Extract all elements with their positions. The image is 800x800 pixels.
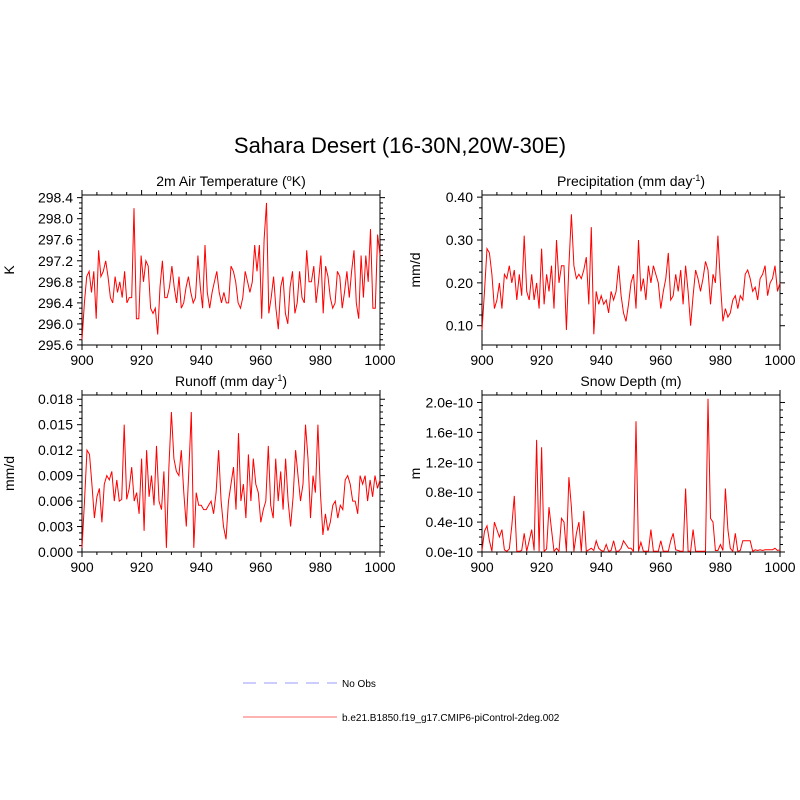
legend-label-model: b.e21.B1850.f19_g17.CMIP6-piControl-2deg… xyxy=(342,713,560,724)
x-tick-label: 940 xyxy=(590,352,614,368)
x-tick-label: 940 xyxy=(190,352,214,368)
x-tick-label: 900 xyxy=(70,559,94,575)
x-tick-label: 1000 xyxy=(364,352,395,368)
y-tick-label: 297.2 xyxy=(38,253,73,269)
y-tick-label: 0.000 xyxy=(38,544,73,560)
series-line-1 xyxy=(81,202,381,340)
y-tick-label: 0.8e-10 xyxy=(426,484,474,500)
y-axis-label: mm/d xyxy=(407,253,423,288)
y-tick-label: 0.4e-10 xyxy=(426,514,474,530)
series-line-1 xyxy=(481,398,781,553)
panel-title: Runoff (mm day-1) xyxy=(175,373,287,389)
x-tick-label: 1000 xyxy=(764,559,795,575)
plot-frame xyxy=(481,394,781,553)
y-tick-label: 0.20 xyxy=(446,275,473,291)
y-tick-label: 295.6 xyxy=(38,337,73,353)
y-tick-label: 0.40 xyxy=(446,189,473,205)
series-line-1 xyxy=(481,214,781,335)
y-tick-label: 0.003 xyxy=(38,519,73,535)
x-tick-label: 980 xyxy=(709,352,733,368)
y-axis-label: K xyxy=(1,265,17,275)
panel-title: 2m Air Temperature (oK) xyxy=(156,173,305,189)
y-tick-label: 1.6e-10 xyxy=(426,424,474,440)
y-tick-label: 0.009 xyxy=(38,468,73,484)
legend-label-no-obs: No Obs xyxy=(342,679,376,690)
x-tick-label: 980 xyxy=(309,352,333,368)
x-tick-label: 920 xyxy=(130,352,154,368)
y-tick-label: 298.4 xyxy=(38,190,73,206)
y-tick-label: 298.0 xyxy=(38,211,73,227)
x-tick-label: 920 xyxy=(130,559,154,575)
x-tick-label: 940 xyxy=(590,559,614,575)
y-tick-label: 0.0e-10 xyxy=(426,544,474,560)
y-axis-label: m xyxy=(407,468,423,480)
y-tick-label: 2.0e-10 xyxy=(426,394,474,410)
y-tick-label: 297.6 xyxy=(38,232,73,248)
panel-title: Precipitation (mm day-1) xyxy=(557,173,705,189)
y-tick-label: 0.10 xyxy=(446,318,473,334)
y-tick-label: 0.006 xyxy=(38,493,73,509)
x-tick-label: 900 xyxy=(70,352,94,368)
x-tick-label: 920 xyxy=(530,559,554,575)
series-line-1 xyxy=(81,411,381,548)
panels: 2m Air Temperature (oK) 900 920 940 960 980 10… xyxy=(1,173,796,575)
y-tick-label: 296.4 xyxy=(38,295,73,311)
chart-panel-2: Precipitation (mm day-1) 900 920 940 960 980 1… xyxy=(407,173,796,368)
x-tick-label: 960 xyxy=(249,352,273,368)
x-tick-label: 900 xyxy=(470,352,494,368)
panel-title: Snow Depth (m) xyxy=(580,373,681,389)
x-tick-label: 960 xyxy=(649,352,673,368)
chart-panel-3: Runoff (mm day-1) 900 920 940 960 980 1000 0.00… xyxy=(1,373,396,575)
x-tick-label: 960 xyxy=(649,559,673,575)
plot-frame xyxy=(81,394,381,553)
legend: No Obs b.e21.B1850.f19_g17.CMIP6-piContr… xyxy=(243,679,560,724)
chart-panel-4: Snow Depth (m) 900 920 940 960 980 1000 0.0e-10… xyxy=(407,373,796,575)
x-tick-label: 900 xyxy=(470,559,494,575)
y-tick-label: 296.0 xyxy=(38,316,73,332)
plot-frame xyxy=(481,194,781,346)
x-tick-label: 980 xyxy=(309,559,333,575)
x-tick-label: 1000 xyxy=(364,559,395,575)
y-tick-label: 0.018 xyxy=(38,391,73,407)
y-axis-label: mm/d xyxy=(1,456,17,491)
x-tick-label: 960 xyxy=(249,559,273,575)
figure-title: Sahara Desert (16-30N,20W-30E) xyxy=(234,133,566,158)
y-tick-label: 0.30 xyxy=(446,232,473,248)
x-tick-label: 980 xyxy=(709,559,733,575)
x-tick-label: 1000 xyxy=(764,352,795,368)
y-tick-label: 1.2e-10 xyxy=(426,454,474,470)
y-tick-label: 296.8 xyxy=(38,274,73,290)
x-tick-label: 940 xyxy=(190,559,214,575)
y-tick-label: 0.012 xyxy=(38,442,73,458)
y-tick-label: 0.015 xyxy=(38,417,73,433)
chart-panel-1: 2m Air Temperature (oK) 900 920 940 960 980 10… xyxy=(1,173,396,368)
x-tick-label: 920 xyxy=(530,352,554,368)
